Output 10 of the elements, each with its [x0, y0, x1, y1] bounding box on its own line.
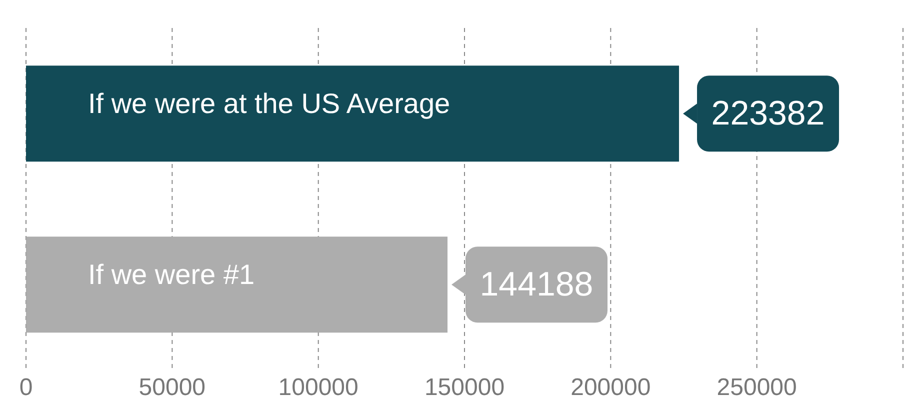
x-tick-label: 50000 [138, 374, 206, 402]
x-tick-label: 0 [19, 374, 33, 402]
x-tick-label: 250000 [716, 374, 797, 402]
x-tick-label: 200000 [570, 374, 651, 402]
data-label: 223382 [711, 94, 825, 133]
y-tick-label: If we were #1 [88, 259, 255, 290]
y-tick-label: If we were at the US Average [88, 88, 450, 120]
x-tick-label: 150000 [424, 374, 505, 402]
data-label: 144188 [480, 266, 594, 304]
x-tick-label: 100000 [278, 374, 358, 402]
